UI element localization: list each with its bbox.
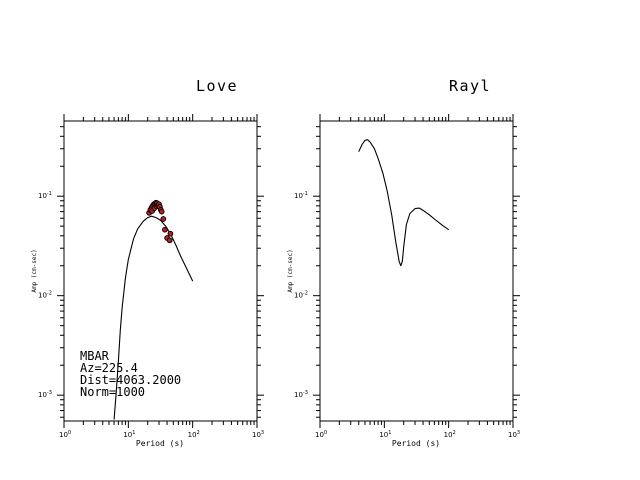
y-tick-label: 10-3	[38, 390, 52, 399]
plot-frame	[63, 120, 258, 422]
x-tick-label: 100	[59, 430, 71, 439]
tick-marks	[313, 114, 520, 428]
plot-marks	[358, 139, 450, 267]
series-line	[358, 139, 450, 267]
data-point	[158, 208, 165, 215]
tick-labels: 100 101 102 103 10-1 10-2 10-3	[294, 191, 520, 439]
x-axis-label: Period (s)	[136, 439, 184, 448]
x-tick-label: 100	[315, 430, 327, 439]
station-annotation: MBAR Az=225.4 Dist=4063.2000 Norm=1000	[80, 349, 181, 399]
y-axis-label: Amp (cm-sec)	[31, 249, 38, 292]
y-tick-label: 10-3	[294, 390, 308, 399]
x-tick-label: 103	[252, 430, 264, 439]
x-axis-label: Period (s)	[392, 439, 440, 448]
x-tick-label: 102	[188, 430, 200, 439]
y-tick-label: 10-1	[38, 191, 52, 200]
chart-title: Love	[196, 77, 238, 95]
y-tick-label: 10-2	[294, 291, 308, 300]
chart-title: Rayl	[449, 77, 491, 95]
annotation-line: Dist=4063.2000	[80, 373, 181, 387]
data-point	[162, 226, 168, 233]
annotation-line: Norm=1000	[80, 385, 145, 399]
annotation-line: MBAR	[80, 349, 110, 363]
tick-marks	[57, 114, 264, 428]
data-point	[167, 230, 174, 237]
x-tick-label: 102	[444, 430, 456, 439]
x-tick-label: 101	[379, 430, 391, 439]
plot-marks	[113, 199, 194, 420]
panel-love: Love 100 101 102 103 10-1 10-2 10-3 Period (s)…	[31, 77, 264, 448]
x-tick-label: 103	[508, 430, 520, 439]
plot-frame	[319, 120, 514, 422]
x-tick-label: 101	[123, 430, 135, 439]
y-tick-label: 10-2	[38, 291, 52, 300]
data-point	[166, 237, 173, 244]
tick-labels: 100 101 102 103 10-1 10-2 10-3	[38, 191, 264, 439]
series-line	[113, 215, 194, 420]
annotation-line: Az=225.4	[80, 361, 138, 375]
y-tick-label: 10-1	[294, 191, 308, 200]
panel-rayl: Rayl 100 101 102 103 10-1 10-2 10-3 Period (s)…	[287, 77, 520, 448]
y-axis-label: Amp (cm-sec)	[287, 249, 294, 292]
data-point	[160, 216, 167, 222]
